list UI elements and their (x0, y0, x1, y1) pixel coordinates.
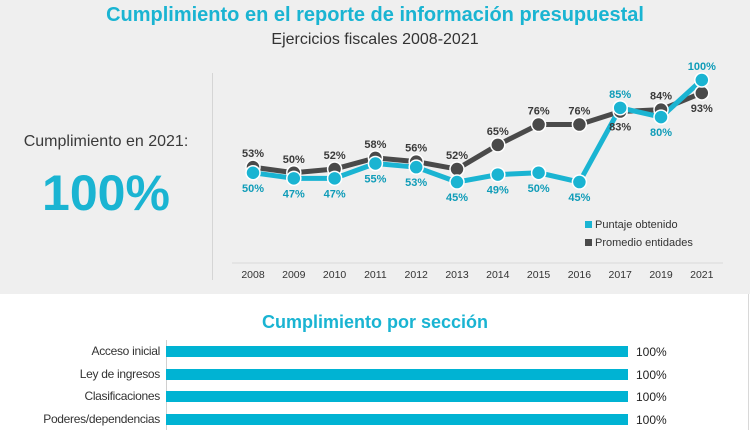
summary-panel (0, 0, 750, 294)
x-tick-label: 2021 (690, 269, 714, 281)
edge-divider (748, 294, 749, 430)
bar-fill[interactable] (166, 346, 628, 357)
data-label-puntaje: 45% (446, 192, 468, 204)
marker-puntaje[interactable] (408, 159, 424, 175)
data-label-promedio: 52% (446, 150, 468, 162)
data-label-puntaje: 49% (487, 185, 509, 197)
marker-puntaje[interactable] (449, 174, 465, 190)
bar-category-label: Poderes/dependencias (43, 411, 160, 426)
x-tick-label: 2019 (649, 269, 673, 281)
bar-row: Ley de ingresos 100% (0, 365, 750, 385)
bar-fill[interactable] (166, 413, 628, 425)
data-label-promedio: 76% (528, 106, 550, 118)
kpi-label: Cumplimiento en 2021: (23, 133, 189, 150)
data-label-puntaje: 47% (324, 188, 346, 200)
marker-promedio[interactable] (490, 137, 506, 153)
data-label-puntaje: 45% (568, 192, 590, 204)
data-label-promedio: 56% (405, 143, 427, 155)
data-label-puntaje: 80% (650, 127, 672, 139)
x-tick-label: 2013 (445, 269, 469, 281)
data-label-layer: 53% 50% 50% 47% 52% 47% 58% 55% 56% 53% 52% 45% 65% 4… (242, 61, 716, 204)
bar-row: Acceso inicial 100% (0, 342, 750, 362)
bar-value-label: 100% (636, 390, 667, 404)
bar-value-label: 100% (636, 345, 667, 359)
data-label-promedio: 84% (650, 91, 672, 103)
data-label-promedio: 83% (609, 122, 631, 134)
x-tick-label: 2010 (323, 269, 347, 281)
data-label-puntaje: 53% (405, 177, 427, 189)
data-label-promedio: 76% (568, 106, 590, 118)
x-tick-label: 2012 (405, 269, 429, 281)
bar-category-label: Ley de ingresos (79, 366, 161, 381)
marker-puntaje[interactable] (490, 166, 506, 183)
marker-puntaje[interactable] (286, 170, 302, 187)
marker-puntaje[interactable] (571, 174, 588, 190)
marker-promedio[interactable] (530, 116, 547, 133)
data-label-puntaje: 50% (242, 183, 264, 195)
line-chart: 2008 2009 2010 2011 2012 2013 2014 2015 2016 2017… (232, 61, 723, 281)
x-tick-label: 2016 (568, 269, 592, 281)
marker-puntaje[interactable] (694, 72, 710, 88)
marker-puntaje[interactable] (326, 170, 343, 187)
marker-promedio[interactable] (694, 85, 710, 101)
series-line-promedio (252, 90, 703, 176)
data-label-promedio: 58% (364, 139, 386, 151)
bar-track (166, 368, 628, 380)
chart-subtitle: Ejercicios fiscales 2008-2021 (271, 31, 479, 48)
bar-track (166, 346, 628, 357)
bar-fill[interactable] (166, 368, 628, 380)
data-label-promedio: 93% (691, 103, 713, 115)
legend-swatch-promedio (585, 239, 592, 246)
data-label-puntaje: 100% (688, 61, 716, 73)
marker-promedio[interactable] (571, 116, 588, 133)
bar-value-label: 100% (636, 412, 667, 427)
marker-puntaje[interactable] (653, 109, 669, 125)
bar-row: Clasificaciones 100% (0, 387, 750, 407)
series-line-puntaje (252, 78, 704, 185)
bar-fill[interactable] (166, 391, 628, 402)
legend-swatch-puntaje (585, 221, 592, 228)
marker-puntaje[interactable] (245, 165, 261, 181)
bar-row: Poderes/dependencias 100% (0, 410, 750, 430)
x-tick-label: 2008 (241, 269, 265, 281)
bar-track (166, 413, 628, 425)
data-label-puntaje: 47% (283, 188, 305, 200)
legend-label-puntaje[interactable]: Puntaje obtenido (595, 219, 678, 231)
data-label-promedio: 65% (487, 126, 509, 138)
data-label-promedio: 53% (242, 148, 264, 160)
x-tick-label: 2015 (527, 269, 551, 281)
panel-divider (212, 73, 213, 280)
kpi-value: 100% (42, 165, 170, 221)
legend: Puntaje obtenido Promedio entidades (585, 219, 693, 249)
x-tick-label: 2011 (364, 269, 387, 281)
legend-label-promedio[interactable]: Promedio entidades (595, 237, 693, 249)
x-tick-label: 2014 (486, 269, 510, 281)
bar-axis-line (166, 340, 167, 430)
marker-puntaje[interactable] (367, 155, 384, 172)
marker-promedio[interactable] (449, 161, 465, 177)
x-tick-labels: 2008 2009 2010 2011 2012 2013 2014 2015 2016 2017… (241, 269, 713, 281)
section-chart-title: Cumplimiento por sección (261, 312, 489, 332)
bar-category-label: Clasificaciones (84, 389, 160, 403)
data-label-puntaje: 85% (609, 89, 631, 101)
bar-value-label: 100% (636, 367, 667, 382)
marker-puntaje[interactable] (530, 165, 547, 181)
marker-puntaje[interactable] (612, 100, 628, 116)
data-label-puntaje: 55% (364, 173, 386, 185)
x-tick-label: 2009 (282, 269, 306, 281)
bar-track (166, 391, 628, 402)
bar-category-label: Acceso inicial (91, 344, 161, 358)
x-tick-label: 2017 (609, 269, 633, 281)
chart-title: Cumplimiento en el reporte de informació… (106, 4, 644, 26)
data-label-promedio: 52% (324, 150, 346, 162)
series-layer (245, 72, 710, 190)
data-label-puntaje: 50% (528, 183, 550, 195)
data-label-promedio: 50% (283, 154, 305, 166)
